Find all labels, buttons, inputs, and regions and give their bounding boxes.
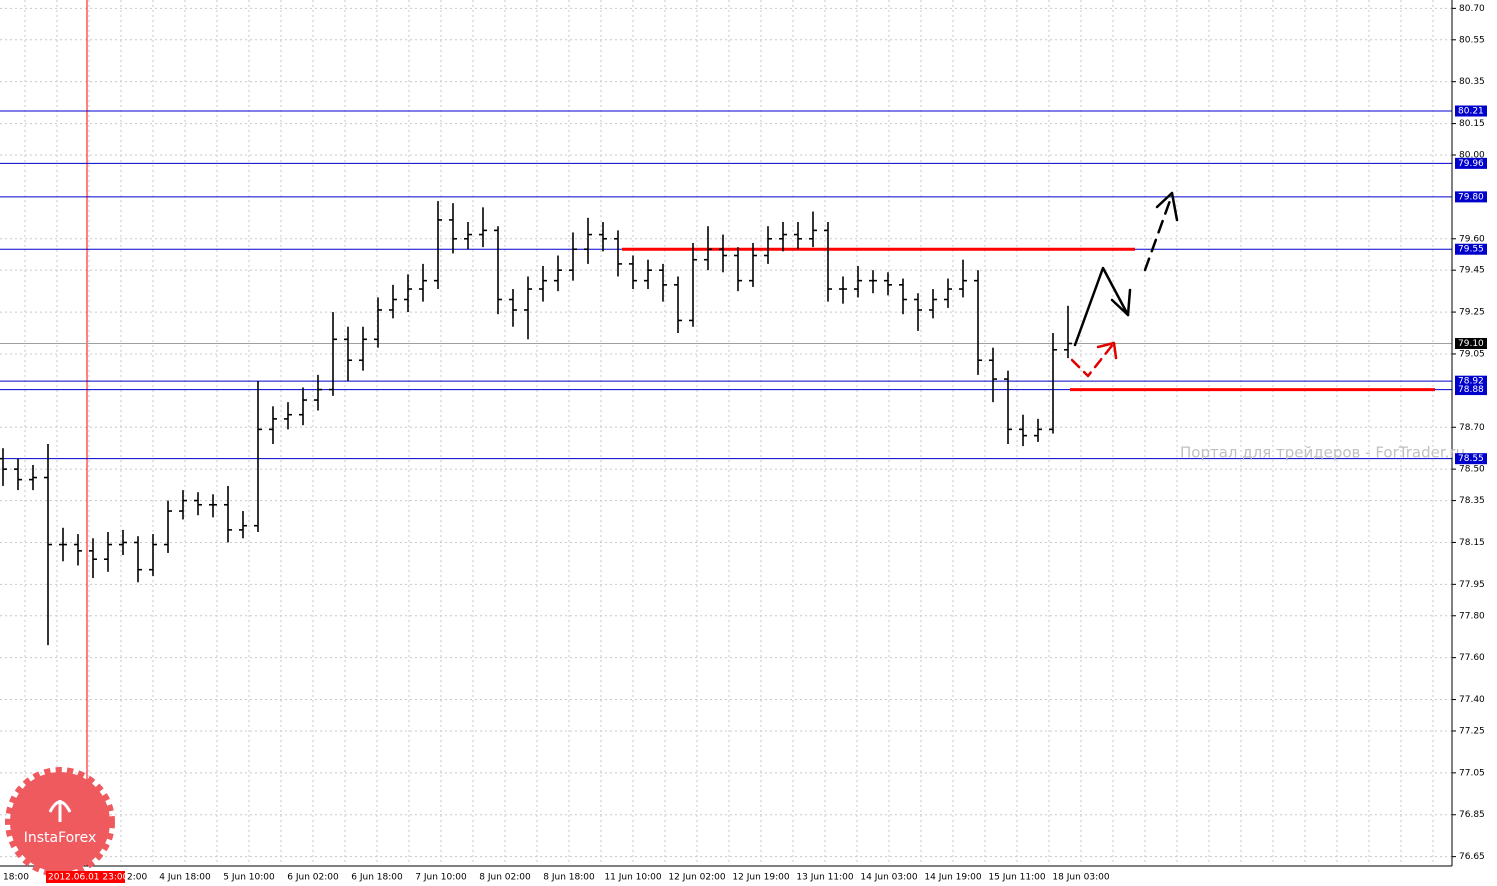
current-price-label: 79.10 bbox=[1458, 339, 1484, 349]
x-tick-label: 4 Jun 18:00 bbox=[159, 873, 211, 883]
arrow-head bbox=[1155, 191, 1179, 222]
y-tick-label: 78.50 bbox=[1459, 465, 1485, 475]
logo: InstaForex bbox=[5, 767, 115, 877]
y-tick-label: 77.25 bbox=[1459, 726, 1485, 736]
y-tick-label: 78.15 bbox=[1459, 538, 1485, 548]
cursor-label-box bbox=[46, 871, 125, 883]
y-tick-label: 77.80 bbox=[1459, 611, 1485, 621]
y-tick-label: 78.70 bbox=[1459, 423, 1485, 433]
y-tick-label: 77.95 bbox=[1459, 580, 1485, 590]
level-label-box bbox=[1455, 384, 1487, 396]
x-tick-label: 7 Jun 10:00 bbox=[415, 873, 467, 883]
forecast-arrows bbox=[1070, 191, 1179, 378]
level-label: 78.55 bbox=[1458, 454, 1484, 464]
x-tick-label: 15 Jun 11:00 bbox=[988, 873, 1045, 883]
level-label: 78.88 bbox=[1458, 385, 1484, 395]
y-tick-label: 80.15 bbox=[1459, 119, 1485, 129]
logo-icon bbox=[48, 800, 72, 822]
x-tick-label: 6 Jun 02:00 bbox=[287, 873, 339, 883]
cursor-label: 2012.06.01 23:00 bbox=[48, 873, 129, 883]
x-tick-label: 8 Jun 02:00 bbox=[479, 873, 531, 883]
level-label-box bbox=[1455, 375, 1487, 387]
x-tick-label: 18 Jun 03:00 bbox=[1052, 873, 1109, 883]
level-label: 79.55 bbox=[1458, 245, 1484, 255]
y-tick-label: 80.00 bbox=[1459, 150, 1485, 160]
level-label-box bbox=[1455, 191, 1487, 203]
y-tick-label: 77.40 bbox=[1459, 695, 1485, 705]
level-label-box bbox=[1455, 243, 1487, 255]
x-tick-label: 11 Jun 10:00 bbox=[604, 873, 661, 883]
level-label-box bbox=[1455, 105, 1487, 117]
level-label: 79.96 bbox=[1458, 159, 1484, 169]
x-tick-label: 2:00 bbox=[127, 873, 147, 883]
x-tick-label: 14 Jun 19:00 bbox=[924, 873, 981, 883]
forecast-alt bbox=[1070, 341, 1116, 378]
levels bbox=[0, 0, 1452, 866]
x-tick-label: 6 Jun 18:00 bbox=[351, 873, 403, 883]
level-label-box bbox=[1455, 453, 1487, 465]
arrow-head bbox=[1110, 288, 1132, 317]
x-tick-label: 8 Jun 18:00 bbox=[543, 873, 595, 883]
y-tick-label: 80.70 bbox=[1459, 4, 1485, 14]
level-label: 80.21 bbox=[1458, 107, 1484, 117]
level-label-box bbox=[1455, 157, 1487, 169]
x-tick-label: 12 Jun 02:00 bbox=[668, 873, 725, 883]
x-tick-label: 18:00 bbox=[3, 873, 29, 883]
x-tick-label: 12 Jun 19:00 bbox=[732, 873, 789, 883]
x-tick-label: 14 Jun 03:00 bbox=[860, 873, 917, 883]
price-bars bbox=[0, 201, 1072, 646]
level-label: 78.92 bbox=[1458, 377, 1484, 387]
grid bbox=[0, 0, 1452, 865]
y-tick-label: 77.05 bbox=[1459, 768, 1485, 778]
forecast-path bbox=[1073, 266, 1130, 347]
y-tick-label: 77.60 bbox=[1459, 653, 1485, 663]
y-tick-label: 79.60 bbox=[1459, 234, 1485, 244]
y-tick-label: 80.35 bbox=[1459, 77, 1485, 87]
y-tick-label: 80.55 bbox=[1459, 35, 1485, 45]
forecast-dashed bbox=[1143, 193, 1174, 272]
y-tick-label: 79.25 bbox=[1459, 308, 1485, 318]
y-tick-label: 78.35 bbox=[1459, 496, 1485, 506]
y-tick-label: 76.85 bbox=[1459, 810, 1485, 820]
level-label: 79.80 bbox=[1458, 192, 1484, 202]
arrow-head bbox=[1096, 341, 1118, 360]
y-tick-label: 79.05 bbox=[1459, 349, 1485, 359]
y-tick-label: 76.65 bbox=[1459, 852, 1485, 862]
y-tick-label: 79.45 bbox=[1459, 266, 1485, 276]
current-price-label-box bbox=[1455, 337, 1487, 349]
x-tick-label: 5 Jun 10:00 bbox=[223, 873, 275, 883]
watermark: Портал для трейдеров - ForTrader.ru bbox=[1180, 444, 1465, 462]
logo-text: InstaForex bbox=[24, 830, 97, 846]
x-tick-label: 13 Jun 11:00 bbox=[796, 873, 853, 883]
